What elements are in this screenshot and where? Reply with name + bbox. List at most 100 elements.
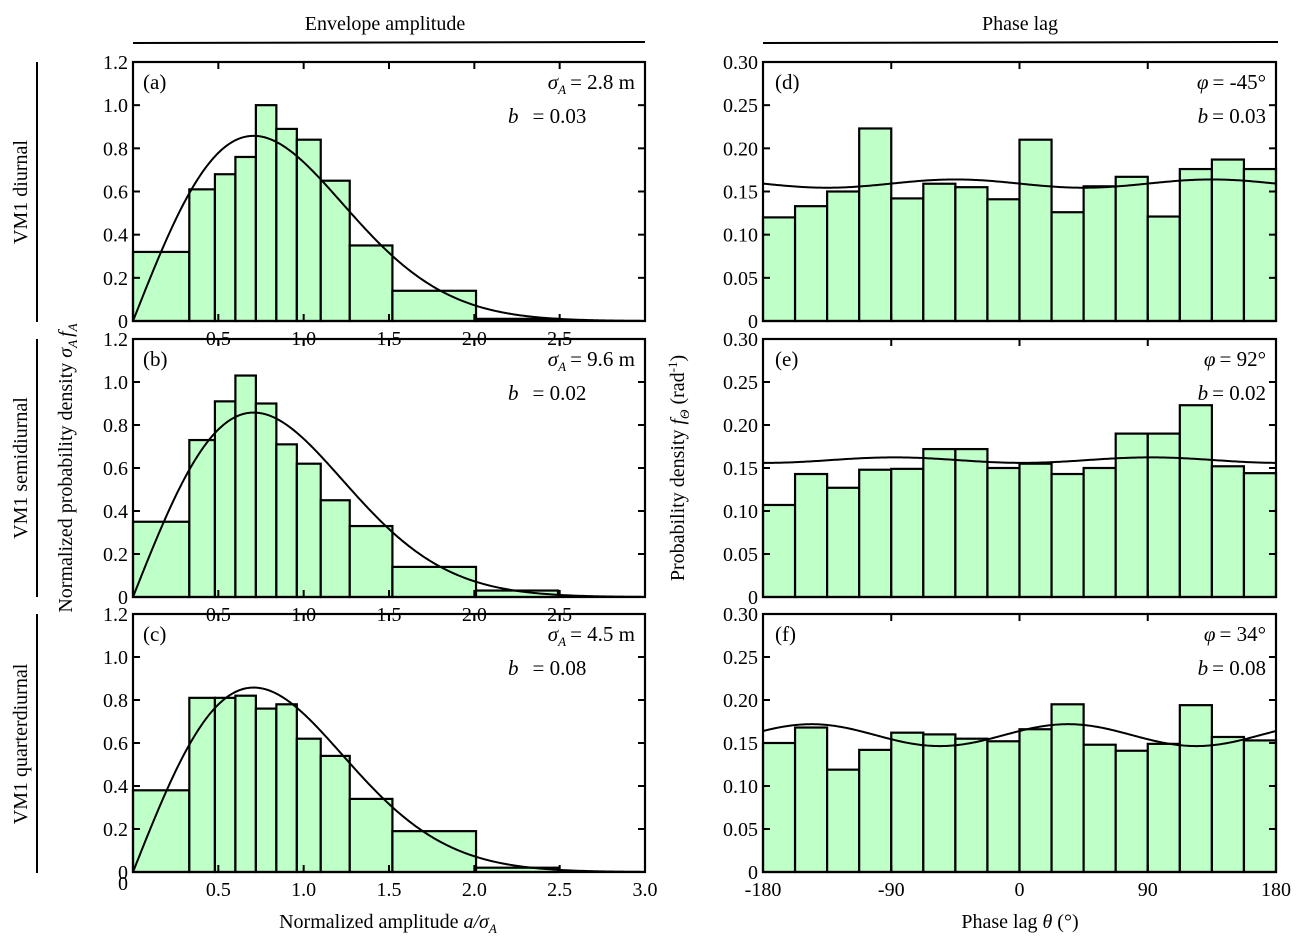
histogram-bar: [826, 486, 861, 599]
histogram-bar: [986, 198, 1021, 323]
histogram-bar: [858, 468, 893, 599]
x-tick-label: 3.0: [633, 879, 658, 901]
x-tick-label: -180: [745, 879, 782, 901]
histogram-bar: [1210, 735, 1246, 874]
histogram-bar: [1178, 704, 1213, 874]
y-tick-label: 1.0: [103, 372, 128, 394]
histogram-bar: [319, 499, 351, 599]
histogram-bar: [234, 694, 257, 874]
annotation-symbol: b: [508, 656, 519, 680]
histogram-bar: [275, 127, 298, 323]
y-tick-label: 0: [118, 311, 128, 333]
x-axis-label-right: Phase lag θ (°): [961, 911, 1078, 933]
y-tick-label: 0.20: [723, 690, 758, 712]
histogram-bar: [254, 707, 278, 874]
y-tick-label: 0.05: [723, 544, 758, 566]
annotation-value: = 0.08: [1212, 656, 1266, 680]
histogram-bar: [1018, 728, 1053, 874]
x-axis-label-right-text: Phase lag: [961, 911, 1042, 933]
histogram-bar: [275, 443, 298, 599]
y-tick-label: 0.10: [723, 501, 758, 523]
y-tick-label: 0.20: [723, 138, 758, 160]
histogram-bar: [793, 726, 829, 874]
y-tick-label: 0.05: [723, 268, 758, 290]
y-tick-label: 0: [118, 587, 128, 609]
histogram-bar: [295, 737, 322, 874]
annotation-symbol: φ: [1204, 347, 1216, 371]
y-tick-label: 0: [748, 587, 758, 609]
histogram-bar: [1178, 404, 1213, 599]
panels: 00.20.40.60.81.01.20.5 1.0 1.5 2.0 2.5(a) σA =…: [103, 52, 1291, 901]
x-tick-label: 90: [1138, 879, 1158, 901]
annotation-value: = 34°: [1220, 622, 1267, 646]
panel-b: 00.20.40.60.81.01.20.5 1.0 1.5 2.0 2.5(b) σA =…: [103, 329, 647, 626]
x-axis-label-right-tail: (°): [1052, 911, 1078, 933]
y-tick-label: 0.6: [103, 733, 128, 755]
histogram-bar: [213, 173, 237, 323]
histogram-bar: [761, 741, 797, 874]
y-axis-label-left-sigma: σ: [55, 347, 77, 358]
annotation-line-1: φ = 92°: [1204, 347, 1266, 371]
y-tick-label: 1.0: [103, 647, 128, 669]
y-tick-label: 0.2: [103, 544, 128, 566]
y-tick-label: 0.15: [723, 182, 758, 204]
histogram-bar: [254, 402, 278, 599]
histogram-bar: [954, 737, 989, 874]
histogram-bar: [213, 696, 237, 874]
y-tick-label: 0.4: [103, 776, 128, 798]
annotation-value: = 9.6 m: [570, 347, 635, 371]
histogram-bar: [319, 179, 351, 323]
histogram-bar: [131, 250, 191, 323]
histogram-bar: [1082, 743, 1117, 874]
y-axis-label-left-sub: A: [65, 340, 80, 349]
histogram-bar: [391, 289, 478, 323]
annotation-symbol: φ: [1204, 622, 1216, 646]
y-tick-label: 0.15: [723, 733, 758, 755]
histogram-bar: [858, 748, 893, 874]
annotation-line-1: σA = 4.5 m: [548, 622, 635, 649]
annotation-value: = 0.02: [1212, 381, 1266, 405]
y-tick-label: 0.4: [103, 501, 128, 523]
annotation-value: = -45°: [1213, 70, 1266, 94]
histogram-bar: [348, 244, 394, 323]
y-tick-label: 0.8: [103, 138, 128, 160]
histogram-bar: [890, 731, 925, 874]
row-label-quarterdiurnal: VM1 quarterdiurnal: [10, 663, 32, 824]
histogram-bar: [922, 733, 957, 874]
y-tick-label: 0: [118, 862, 128, 884]
annotation-symbol: b: [1198, 104, 1209, 128]
histogram-bar: [234, 374, 257, 599]
histogram-bar: [793, 472, 829, 599]
header-underline-left: [132, 41, 646, 44]
y-tick-label: 0.25: [723, 372, 758, 394]
annotation-line-2: b = 0.03: [508, 104, 586, 128]
y-axis-label-left: Normalized probability density σAfA: [55, 323, 80, 612]
histogram-bar: [858, 127, 893, 323]
panel-c: 0 0.2 0.4 0.6 0.8 1.0 1.2 0.5 1.0 1.5 2.0 2.5 0 3.0 (c…: [103, 604, 658, 901]
annotation-symbol: b: [508, 104, 519, 128]
histogram-bar: [826, 190, 861, 323]
y-tick-label: 0.8: [103, 415, 128, 437]
y-tick-label: 0.15: [723, 458, 758, 480]
y-axis-label-right-sup: -1: [665, 362, 680, 373]
annotation-line-1: σA = 2.8 m: [548, 70, 635, 97]
annotation-symbol: σ: [548, 70, 560, 94]
annotation-value: = 0.02: [533, 381, 587, 405]
histogram-bar: [1050, 703, 1085, 874]
y-tick-label: 0.25: [723, 647, 758, 669]
histogram-bar: [761, 216, 797, 323]
annotation-symbol: φ: [1197, 70, 1209, 94]
panel-f: 0 0.05 0.10 0.15 0.20 0.25 0.30 -180 -90 0 90 180 (f…: [723, 604, 1291, 901]
histogram-bar: [1242, 739, 1278, 874]
header-underline-right: [762, 41, 1279, 44]
histogram-bar: [954, 447, 989, 599]
histogram-bar: [1114, 749, 1149, 874]
x-axis-label-left-sub: A: [488, 921, 497, 936]
panel-e: 0 0.05 0.10 0.15 0.20 0.25 0.30 (e) φ = 92° b = 0.0…: [723, 329, 1278, 609]
histogram-bar: [234, 155, 257, 323]
y-tick-label: 0.8: [103, 690, 128, 712]
y-tick-label: 0.2: [103, 819, 128, 841]
annotation-value: = 2.8 m: [570, 70, 635, 94]
y-axis-label-right-text: Probability density: [667, 425, 689, 582]
panel-a: 00.20.40.60.81.01.20.5 1.0 1.5 2.0 2.5(a) σA =…: [103, 52, 647, 350]
